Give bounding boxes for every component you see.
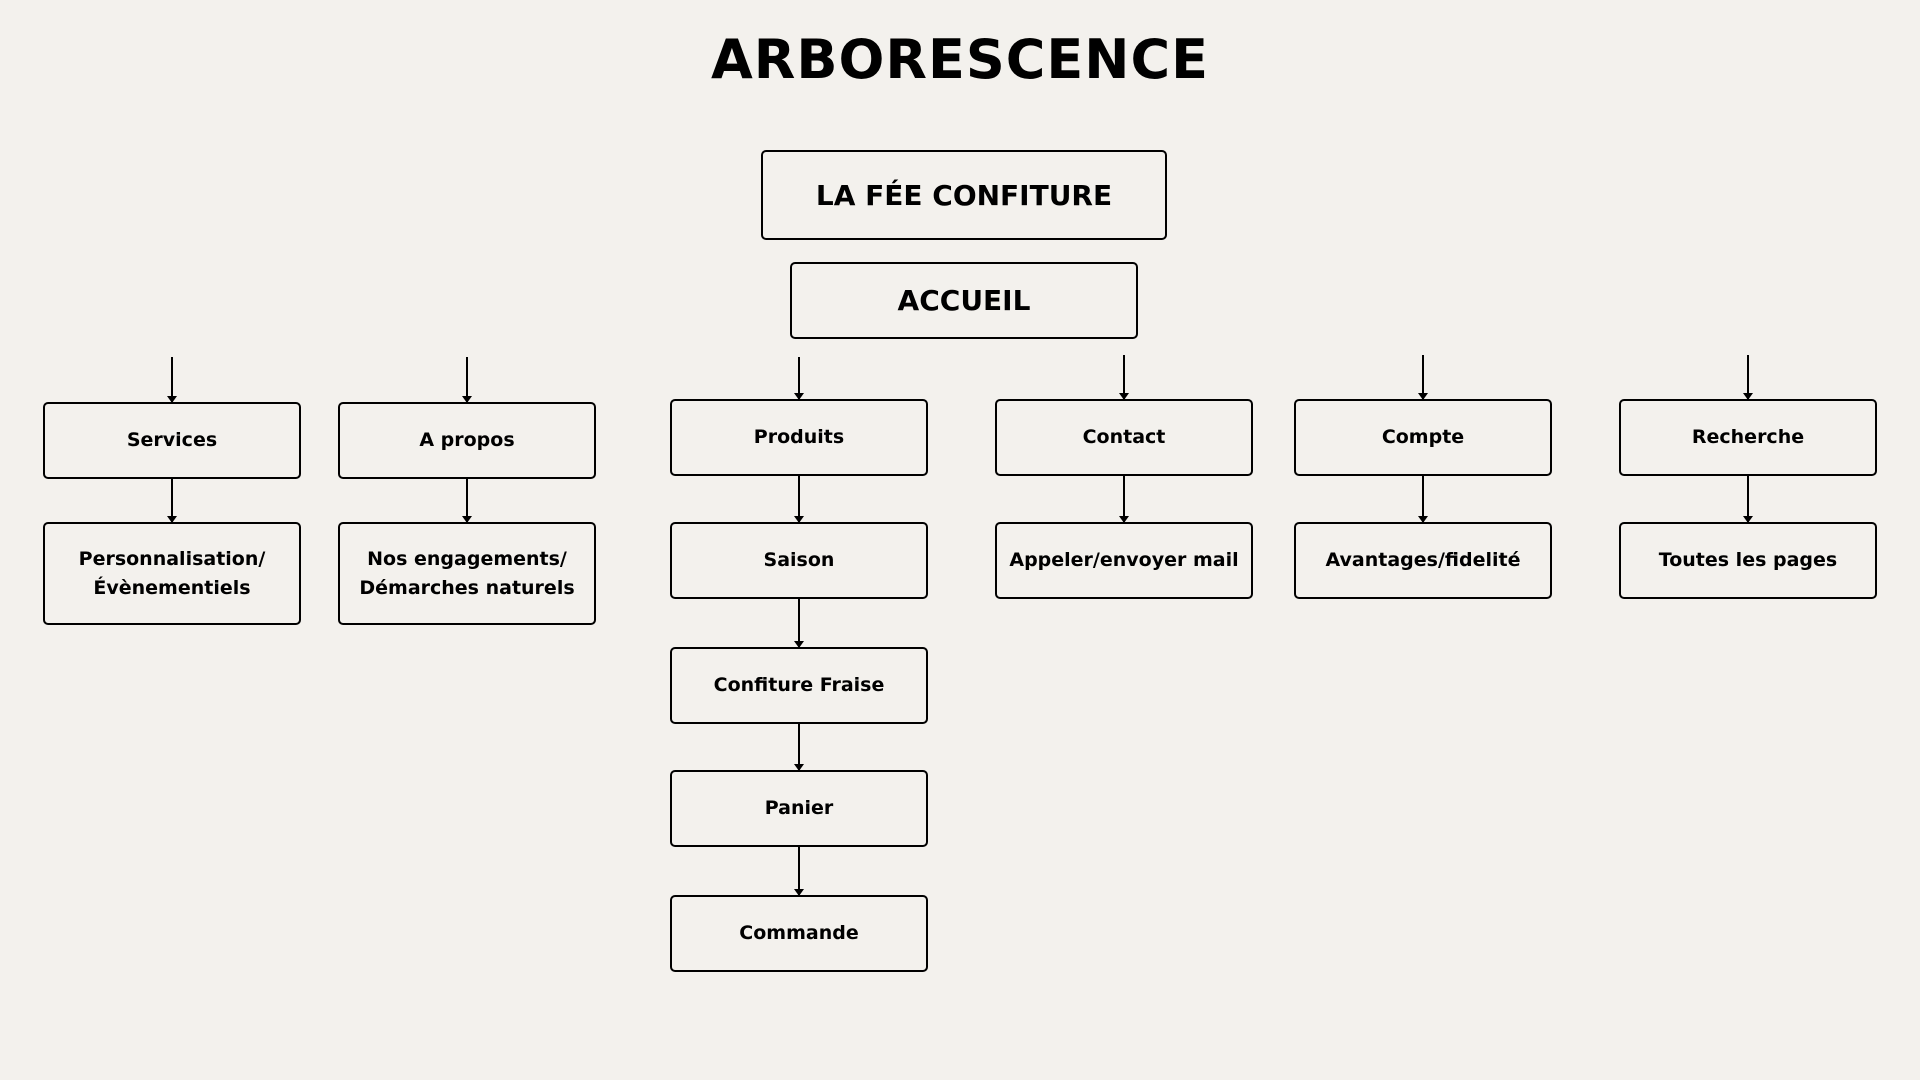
node-personnalisation: Personnalisation/ Évènementiels: [43, 522, 301, 625]
node-commande: Commande: [670, 895, 928, 972]
node-la-fee-confiture: LA FÉE CONFITURE: [761, 150, 1167, 240]
arrow-to-contact: [1119, 355, 1129, 400]
diagram-title: ARBORESCENCE: [710, 28, 1210, 91]
arrow-to-panier: [794, 724, 804, 771]
arrow-to-toutes-les-pages: [1743, 476, 1753, 523]
arrow-to-commande: [794, 847, 804, 896]
node-saison: Saison: [670, 522, 928, 599]
node-avantages: Avantages/fidelité: [1294, 522, 1552, 599]
node-engagements: Nos engagements/ Démarches naturels: [338, 522, 596, 625]
arrow-to-recherche: [1743, 355, 1753, 400]
node-panier: Panier: [670, 770, 928, 847]
arrow-to-produits: [794, 357, 804, 400]
node-confiture-fraise: Confiture Fraise: [670, 647, 928, 724]
node-services: Services: [43, 402, 301, 479]
node-recherche: Recherche: [1619, 399, 1877, 476]
node-a-propos: A propos: [338, 402, 596, 479]
arrow-to-avantages: [1418, 476, 1428, 523]
arrow-to-services: [167, 357, 177, 403]
node-produits: Produits: [670, 399, 928, 476]
node-accueil: ACCUEIL: [790, 262, 1138, 339]
arrow-to-engagements: [462, 479, 472, 523]
arrow-to-confiture-fraise: [794, 599, 804, 648]
node-compte: Compte: [1294, 399, 1552, 476]
arrow-to-appeler: [1119, 476, 1129, 523]
node-appeler: Appeler/envoyer mail: [995, 522, 1253, 599]
node-toutes-les-pages: Toutes les pages: [1619, 522, 1877, 599]
arrow-to-saison: [794, 476, 804, 523]
node-contact: Contact: [995, 399, 1253, 476]
arrow-to-compte: [1418, 355, 1428, 400]
arrow-to-a-propos: [462, 357, 472, 403]
arrow-to-personnalisation: [167, 479, 177, 523]
